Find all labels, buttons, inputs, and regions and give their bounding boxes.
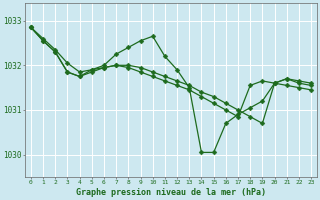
X-axis label: Graphe pression niveau de la mer (hPa): Graphe pression niveau de la mer (hPa) [76, 188, 266, 197]
